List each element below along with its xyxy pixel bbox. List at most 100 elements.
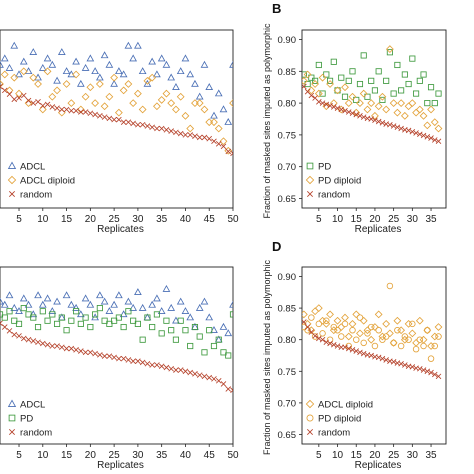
triangle-marker xyxy=(38,300,47,308)
square-marker xyxy=(323,71,330,78)
square-marker xyxy=(368,77,375,84)
data-points xyxy=(0,284,233,394)
triangle-marker xyxy=(191,79,199,87)
diamond-marker xyxy=(67,99,76,108)
triangle-marker xyxy=(195,303,204,311)
x-tick-label: 45 xyxy=(204,214,216,225)
legend: ADCL ADCL diploid random xyxy=(7,162,75,201)
square-marker xyxy=(394,61,401,69)
diamond-marker xyxy=(0,80,4,88)
x-marker xyxy=(435,373,442,380)
triangle-marker xyxy=(148,300,157,308)
triangle-marker xyxy=(115,291,123,299)
diamond-marker xyxy=(356,329,364,338)
diamond-marker xyxy=(344,332,353,341)
x-tick-label: 30 xyxy=(407,214,419,225)
circle-marker xyxy=(356,314,364,321)
x-marker xyxy=(413,130,419,136)
x-marker xyxy=(306,428,314,436)
x-tick-label: 10 xyxy=(37,214,49,225)
triangle-marker xyxy=(162,60,171,68)
x-marker xyxy=(40,102,46,109)
circle-marker xyxy=(424,326,431,334)
triangle-marker xyxy=(195,92,204,100)
square-marker xyxy=(196,333,203,340)
series-adcl-diploid xyxy=(0,67,233,155)
triangle-marker xyxy=(67,300,76,308)
diamond-marker xyxy=(393,316,402,325)
legend-entry: random xyxy=(318,190,350,201)
diamond-marker xyxy=(53,86,61,95)
triangle-marker xyxy=(48,307,57,314)
x-tick-label: 25 xyxy=(388,450,400,461)
diamond-marker xyxy=(400,111,409,120)
square-marker xyxy=(49,311,56,318)
square-marker xyxy=(229,311,233,318)
x-marker xyxy=(432,137,438,143)
x-marker xyxy=(220,381,227,387)
diamond-marker xyxy=(100,102,109,111)
diamond-marker xyxy=(205,118,214,127)
diamond-marker xyxy=(419,111,428,120)
x-marker xyxy=(30,100,37,106)
legend-entry: PD diploid xyxy=(318,176,361,187)
diamond-marker xyxy=(341,83,349,92)
diamond-marker xyxy=(214,124,223,133)
panel-a: 5 10 15 20 25 30 35 40 45 50 Replicates ADCL ADCL di… xyxy=(0,29,239,235)
triangle-marker xyxy=(15,70,23,78)
triangle-marker xyxy=(153,294,161,302)
x-marker xyxy=(372,117,378,124)
square-marker xyxy=(44,317,51,324)
x-marker xyxy=(25,336,32,343)
x-marker xyxy=(1,87,8,94)
x-marker xyxy=(206,135,212,142)
diamond-marker xyxy=(124,80,133,88)
x-marker xyxy=(177,367,184,373)
square-marker xyxy=(312,77,319,84)
x-tick-label: 35 xyxy=(156,450,168,461)
triangle-marker xyxy=(0,297,4,305)
diamond-marker xyxy=(359,316,368,325)
circle-marker xyxy=(364,330,371,337)
diamond-marker xyxy=(129,99,138,108)
x-marker xyxy=(420,367,427,373)
x-marker xyxy=(0,320,3,327)
x-marker xyxy=(394,124,401,131)
square-marker xyxy=(215,336,222,343)
x-marker xyxy=(49,104,56,110)
triangle-marker xyxy=(224,329,233,337)
x-marker xyxy=(149,362,155,368)
x-marker xyxy=(424,368,431,375)
square-marker xyxy=(168,327,175,334)
x-tick-label: 5 xyxy=(16,450,22,461)
x-marker xyxy=(25,97,32,104)
series-pd-diploid xyxy=(302,282,442,362)
x-marker xyxy=(187,132,193,138)
triangle-marker xyxy=(105,307,114,314)
x-marker xyxy=(82,349,89,356)
triangle-marker xyxy=(124,41,133,49)
x-marker xyxy=(357,349,363,356)
x-marker xyxy=(20,92,27,99)
square-marker xyxy=(191,323,199,331)
triangle-marker xyxy=(200,297,209,305)
triangle-marker xyxy=(186,313,195,321)
square-marker xyxy=(334,87,341,94)
square-marker xyxy=(8,414,16,422)
x-marker xyxy=(92,111,98,118)
diamond-marker xyxy=(302,310,308,319)
x-marker xyxy=(130,120,136,127)
circle-marker xyxy=(311,333,319,340)
x-marker xyxy=(173,367,179,373)
square-marker xyxy=(338,74,345,81)
x-marker xyxy=(11,96,18,103)
circle-marker xyxy=(306,414,314,422)
diamond-marker xyxy=(38,105,47,114)
triangle-marker xyxy=(129,54,138,62)
x-marker xyxy=(35,99,41,105)
diamond-marker xyxy=(314,89,323,98)
diamond-marker xyxy=(397,326,406,335)
diamond-marker xyxy=(48,92,57,101)
diamond-marker xyxy=(378,92,387,101)
diamond-marker xyxy=(427,342,435,350)
